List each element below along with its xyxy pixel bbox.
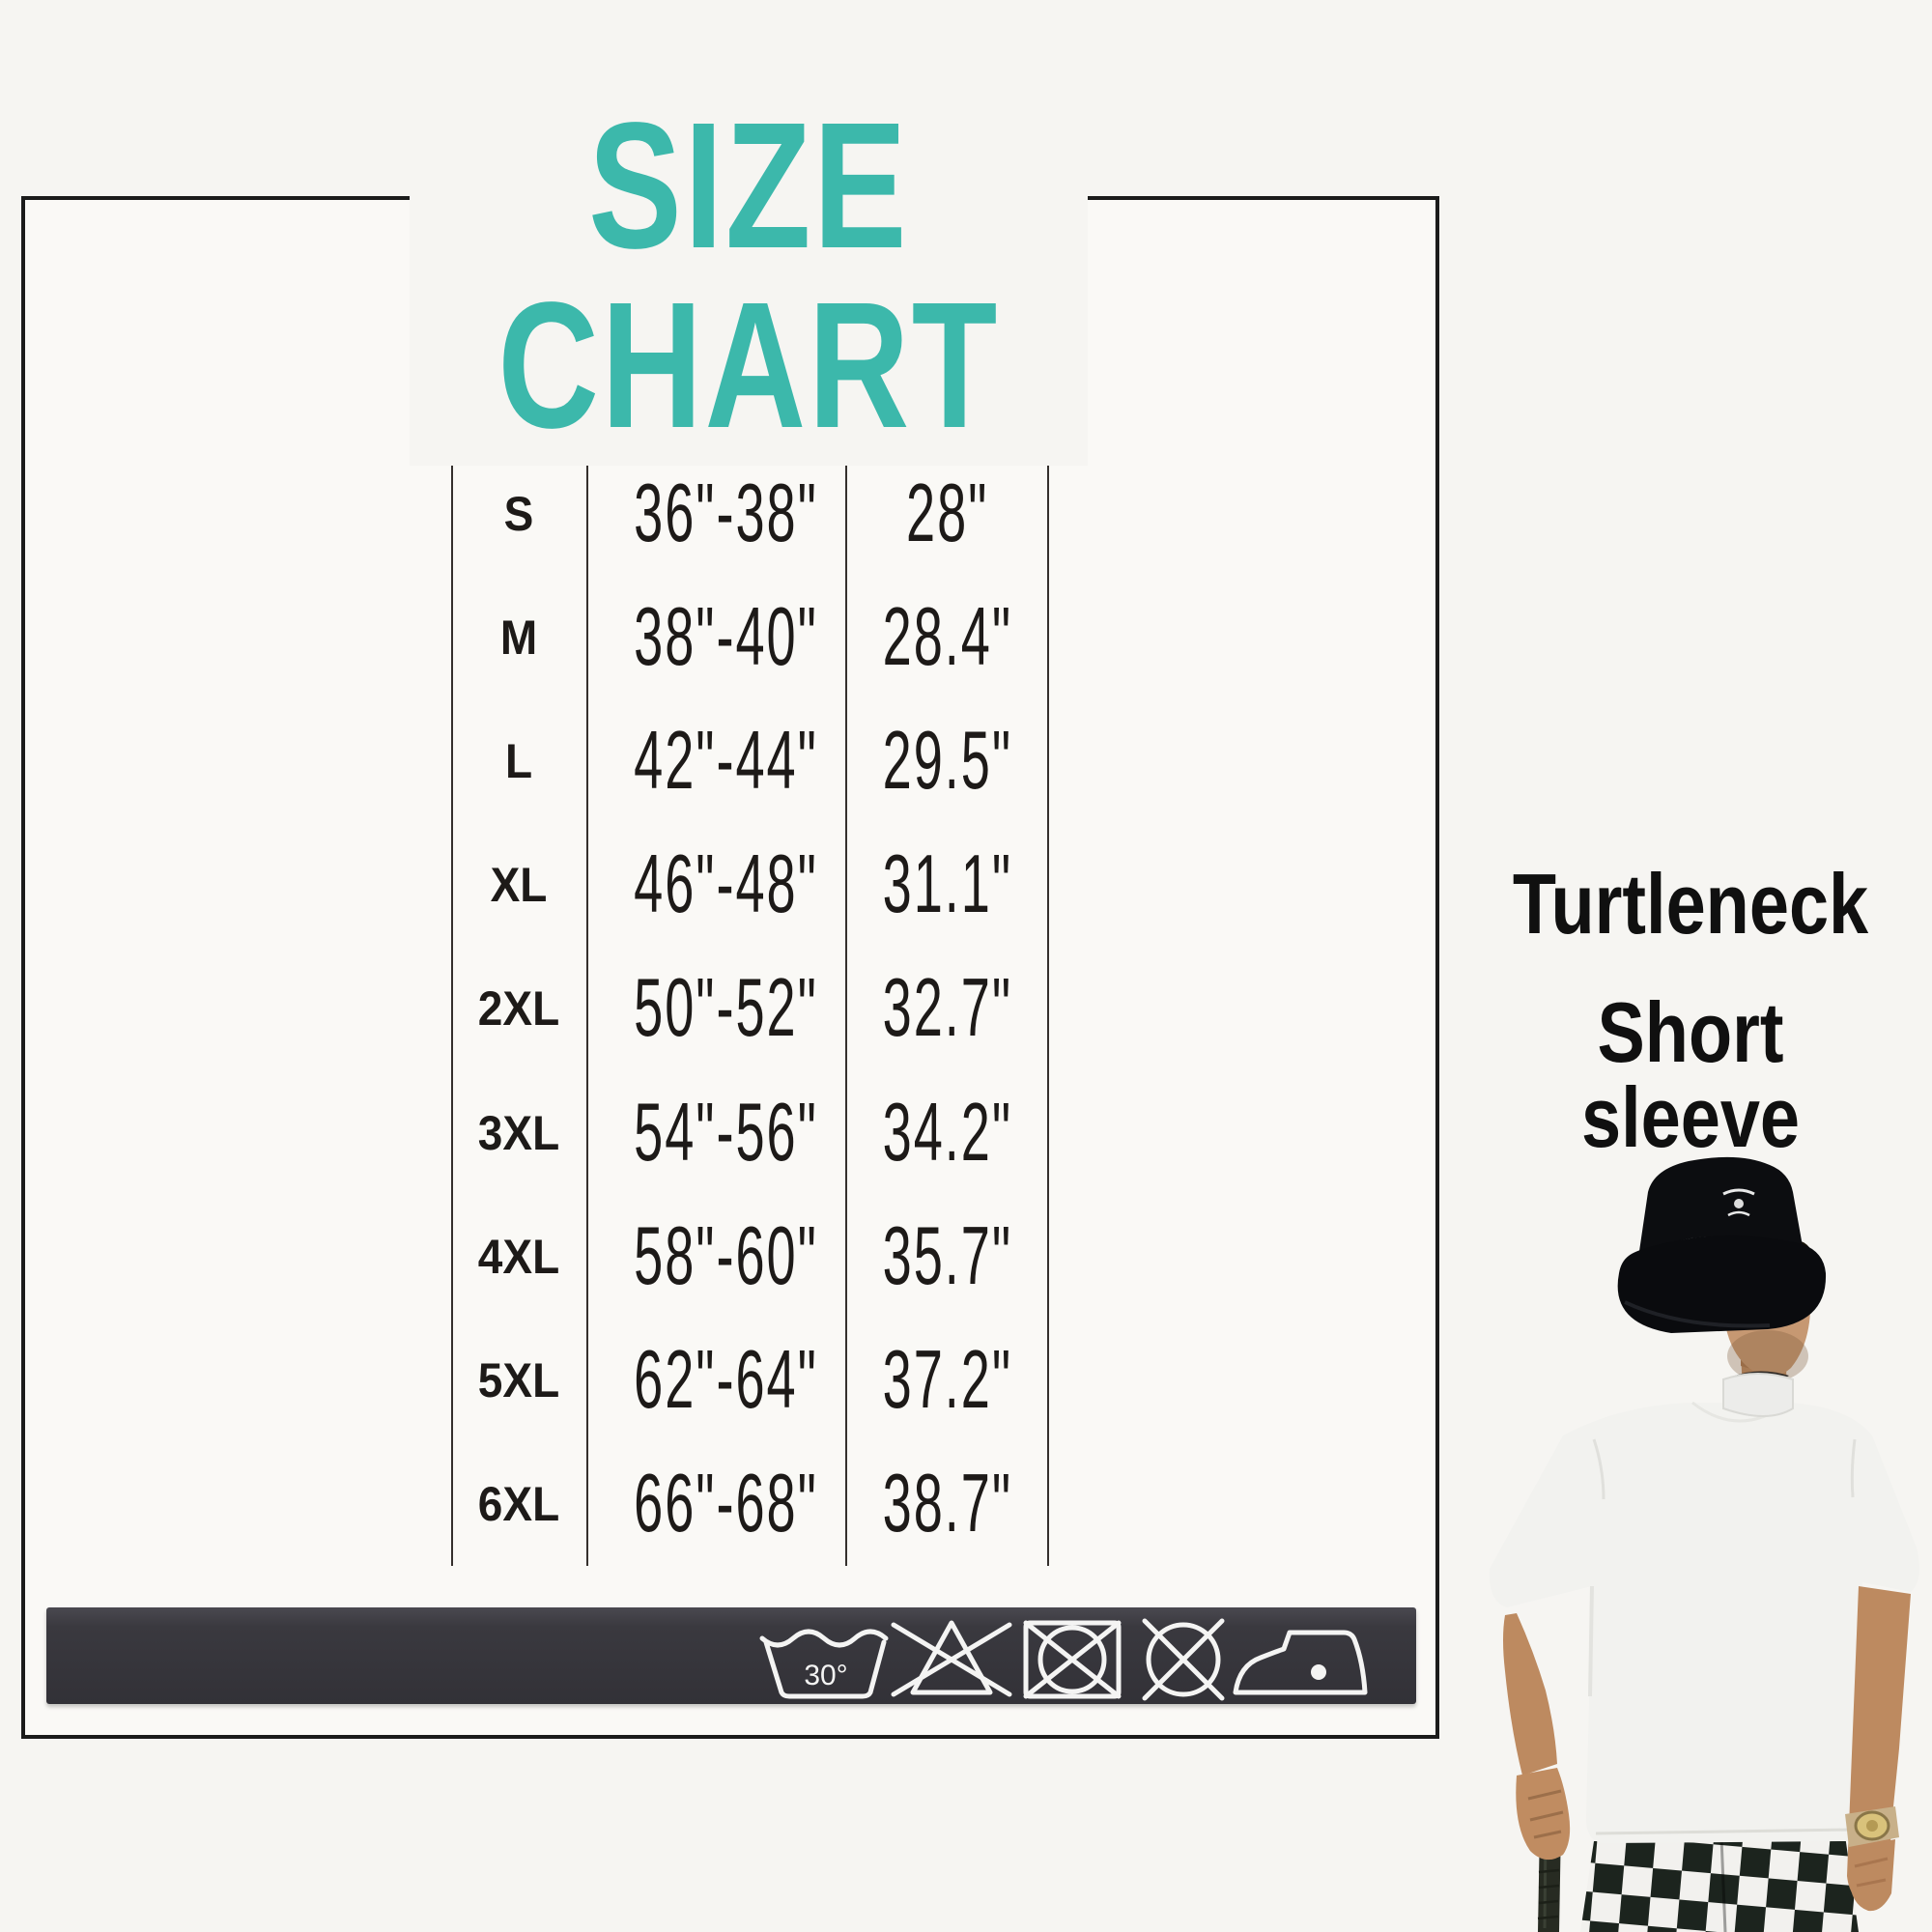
table-body: S 36"-38" 28" M 38"-40" 28.4" L 42"-44" … [451, 452, 1050, 1566]
chest-cell: 50"-52" [634, 962, 818, 1055]
table-row: L 42"-44" 29.5" [451, 699, 1050, 823]
feature-line-1: Turtleneck [1512, 856, 1869, 952]
length-cell: 34.2" [882, 1086, 1013, 1179]
product-feature-labels: Turtleneck Short sleeve [1449, 862, 1932, 1160]
size-cell: 4XL [477, 1229, 560, 1284]
table-row: 3XL 54"-56" 34.2" [451, 1071, 1050, 1195]
chest-cell: 54"-56" [634, 1086, 818, 1179]
right-hand [1849, 1839, 1895, 1912]
wristwatch [1845, 1806, 1899, 1847]
length-cell: 38.7" [882, 1458, 1013, 1549]
table-grid-line [451, 337, 453, 1566]
chest-cell: 62"-64" [634, 1333, 818, 1426]
length-cell: 28" [906, 468, 989, 559]
length-cell: 35.7" [882, 1209, 1013, 1302]
chest-cell: 38"-40" [634, 591, 818, 683]
do-not-dry-clean-icon [1142, 1618, 1225, 1701]
iron-low-heat-icon [1233, 1630, 1368, 1695]
model-photo [1489, 1156, 1919, 1932]
table-row: 2XL 50"-52" 32.7" [451, 947, 1050, 1070]
svg-text:30°: 30° [804, 1660, 847, 1691]
left-hand [1516, 1768, 1571, 1861]
size-cell: XL [490, 858, 548, 913]
table-row: M 38"-40" 28.4" [451, 576, 1050, 699]
model-right-arm [1845, 1586, 1911, 1912]
chest-cell: 66"-68" [634, 1458, 818, 1549]
length-cell: 29.5" [882, 715, 1013, 808]
size-cell: L [504, 734, 533, 789]
size-cell: S [503, 487, 534, 542]
table-row: 4XL 58"-60" 35.7" [451, 1195, 1050, 1319]
feature-line-2: Short sleeve [1580, 984, 1801, 1165]
stubble [1727, 1330, 1808, 1382]
do-not-tumble-dry-icon [1023, 1620, 1122, 1699]
size-cell: 6XL [477, 1476, 560, 1531]
checkered-pants [1580, 1835, 1859, 1932]
model-left-arm [1503, 1613, 1557, 1776]
size-cell: M [499, 611, 538, 666]
care-instructions-bar: 30° [46, 1607, 1416, 1704]
table-row: S 36"-38" 28" [451, 452, 1050, 576]
table-grid-line [586, 337, 588, 1566]
size-cell: 5XL [477, 1352, 560, 1407]
length-cell: 31.1" [882, 838, 1013, 931]
chest-cell: 46"-48" [634, 838, 818, 931]
page-title: SIZE CHART [410, 93, 1088, 466]
table-grid-line [1047, 337, 1049, 1566]
size-table: SIZE CHEST (in) LENGHT (in) S 36"-38" 28… [451, 337, 1050, 1566]
hat-logo [1722, 1188, 1755, 1217]
size-cell: 3XL [477, 1105, 560, 1160]
collar [1722, 1371, 1794, 1417]
bucket-hat [1617, 1156, 1827, 1333]
chest-cell: 36"-38" [634, 468, 818, 559]
chest-cell: 42"-44" [634, 715, 818, 808]
table-row: XL 46"-48" 31.1" [451, 823, 1050, 947]
laundry-care-icons: 30° [759, 1618, 1368, 1701]
length-cell: 32.7" [882, 962, 1013, 1055]
do-not-bleach-icon [891, 1620, 1012, 1697]
machine-wash-30-icon: 30° [759, 1629, 889, 1699]
length-cell: 37.2" [882, 1333, 1013, 1426]
chest-cell: 58"-60" [634, 1209, 818, 1302]
size-cell: 2XL [477, 981, 560, 1037]
model-head [1617, 1156, 1827, 1417]
table-grid-line [845, 337, 847, 1566]
table-row: 5XL 62"-64" 37.2" [451, 1319, 1050, 1442]
length-cell: 28.4" [882, 591, 1013, 683]
table-row: 6XL 66"-68" 38.7" [451, 1442, 1050, 1566]
